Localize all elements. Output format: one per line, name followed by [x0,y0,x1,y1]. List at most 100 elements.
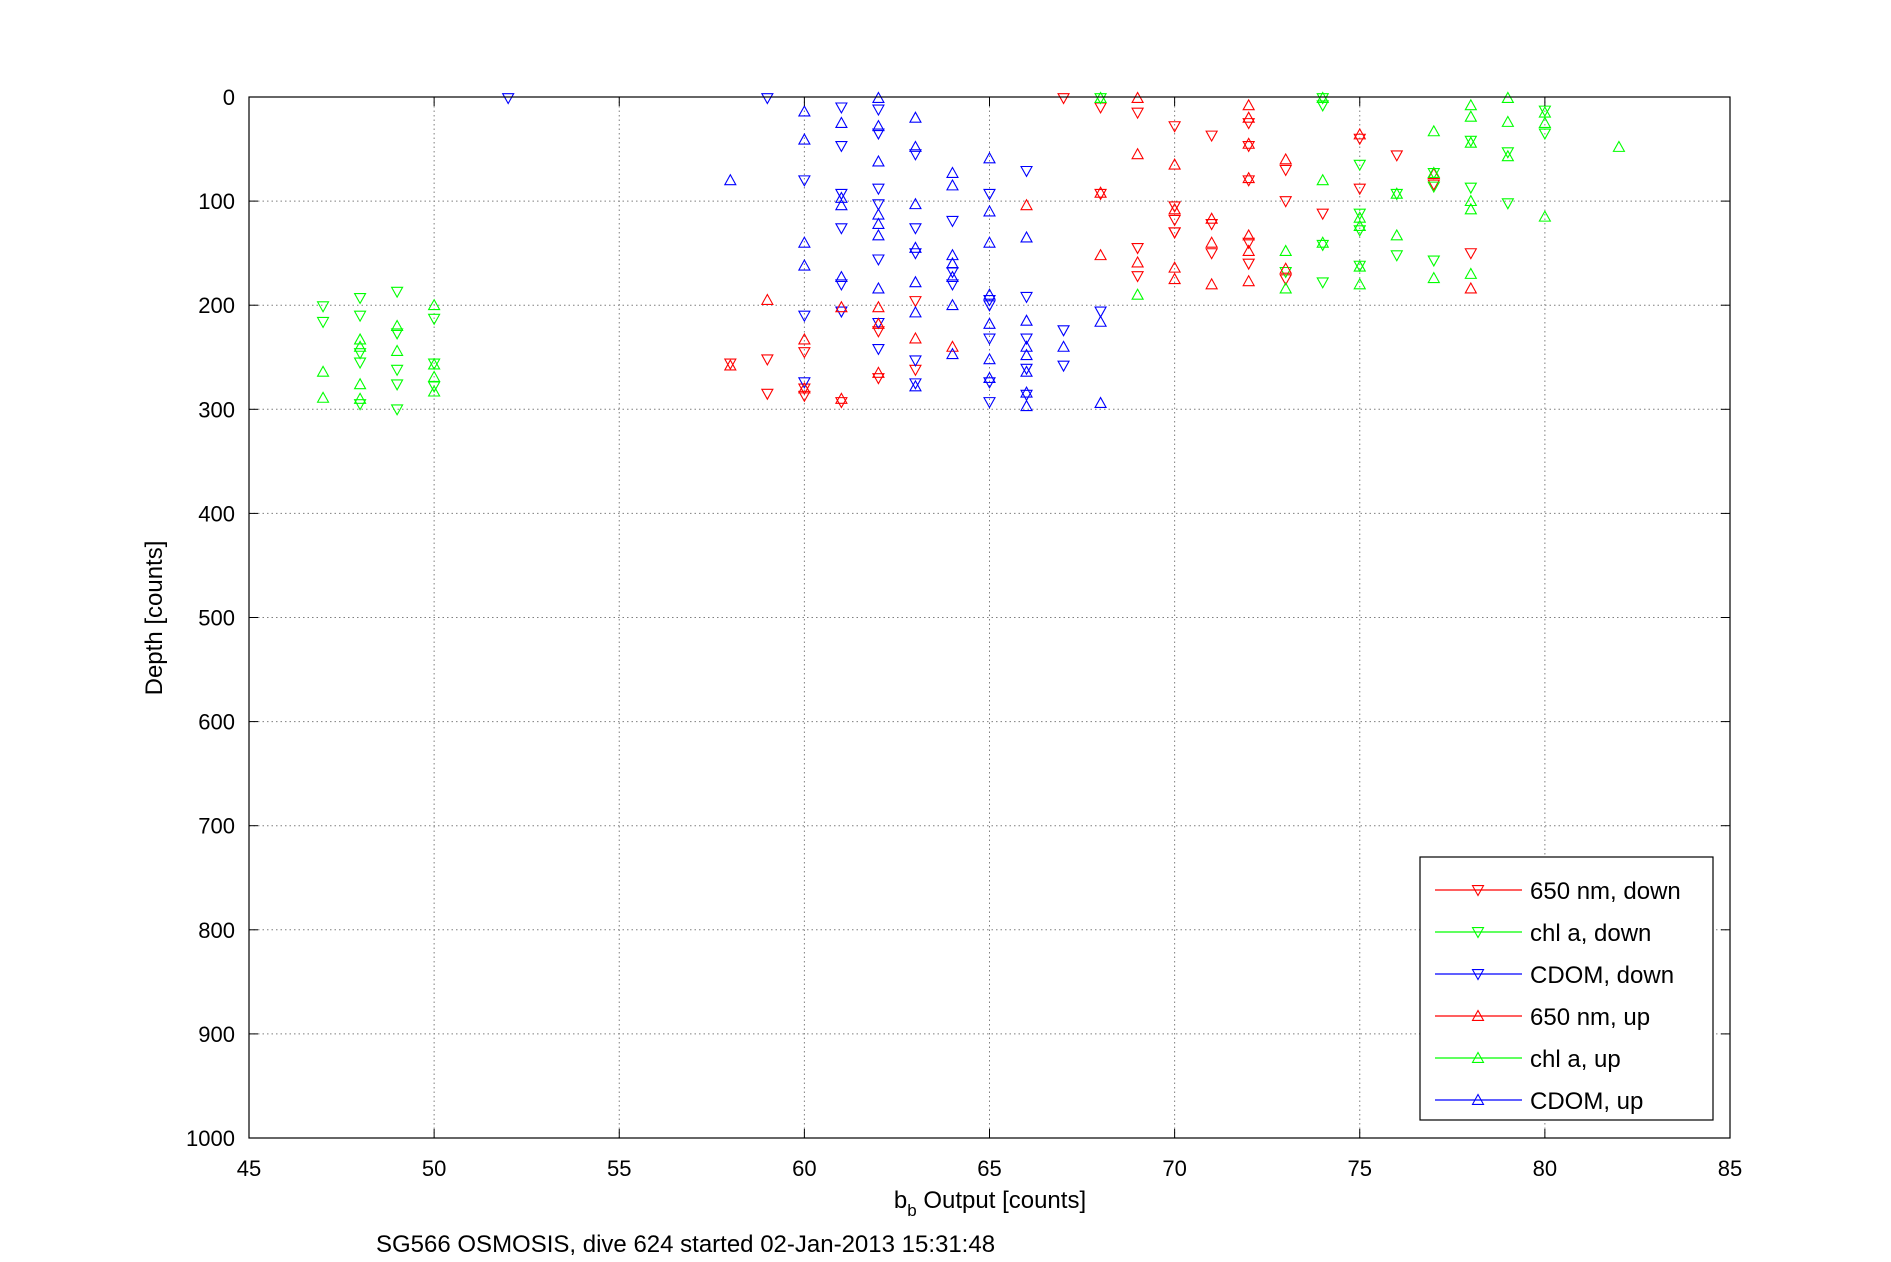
data-point [760,354,774,366]
y-tick-label: 0 [223,85,235,110]
data-point [427,381,441,394]
data-point [797,259,811,271]
data-point [983,397,996,409]
data-point [797,133,811,145]
data-point [316,391,330,403]
x-tick-label: 80 [1533,1156,1557,1181]
data-point [1020,230,1033,243]
data-point [946,270,959,283]
data-point [1279,281,1293,294]
data-point [1279,164,1293,177]
data-point [1390,250,1404,262]
data-point [909,355,922,368]
legend-marker [1471,885,1485,897]
data-point [760,388,774,401]
x-tick-label: 45 [237,1156,261,1181]
data-point [1242,98,1256,111]
data-point [1464,110,1478,122]
data-point [1242,111,1256,123]
data-point [1020,198,1033,211]
data-point [871,373,885,385]
y-tick-label: 200 [198,293,235,318]
legend-label: CDOM, down [1530,962,1674,989]
y-axis-label: Depth [counts] [141,541,168,696]
data-point [909,149,922,161]
data-point [871,366,885,378]
data-point [353,340,367,352]
data-point [1020,333,1033,346]
data-point [946,279,959,292]
y-tick-label: 1000 [186,1126,235,1151]
data-point [1094,315,1108,327]
data-point [946,340,959,352]
data-point [353,399,367,411]
data-points [316,91,1626,416]
data-point [760,293,774,305]
data-point [316,365,330,377]
data-point [1316,239,1330,252]
data-point [834,392,848,404]
data-point [1464,267,1478,279]
data-point [760,93,774,105]
data-point [1279,274,1293,286]
data-point [871,104,885,117]
x-tick-label: 85 [1718,1156,1742,1181]
data-point [1612,140,1626,152]
data-point [1131,288,1145,300]
y-tick-label: 600 [198,710,235,735]
data-point [1464,281,1478,294]
data-point [1057,93,1070,105]
data-point [834,223,848,235]
caption: SG566 OSMOSIS, dive 624 started 02-Jan-2… [376,1231,995,1258]
data-point [1094,186,1108,198]
y-tick-label: 500 [198,606,235,631]
data-point [1094,248,1108,261]
data-point [1464,98,1478,111]
data-point [1464,182,1478,195]
data-point [1094,188,1108,201]
series-4 [723,91,1478,404]
data-point [1279,266,1293,279]
legend-label: CDOM, up [1530,1088,1643,1115]
data-point [797,332,811,345]
data-point [1353,159,1367,172]
data-point [1538,210,1552,222]
data-point [1020,399,1033,412]
data-point [1131,107,1145,120]
data-point [316,301,330,313]
data-point [871,119,885,132]
data-point [723,358,737,371]
data-point [946,347,959,360]
data-point [909,248,922,260]
data-point [1501,147,1515,159]
data-point [1427,181,1441,194]
data-point [1242,171,1256,184]
data-point [1168,227,1182,239]
data-point [353,357,367,370]
data-point [1464,194,1478,207]
data-point [1242,118,1256,130]
data-point [834,191,848,203]
data-point [1316,100,1330,112]
y-tick-label: 700 [198,814,235,839]
data-point [1242,274,1256,287]
data-point [1538,128,1552,141]
data-point [834,140,848,153]
data-point [983,352,996,365]
data-point [1538,116,1552,128]
data-point [834,300,848,313]
data-point [427,370,441,382]
data-point [1279,244,1293,257]
data-point [1501,149,1515,162]
data-point [1131,242,1145,255]
data-point [1242,258,1256,271]
data-point [909,331,922,344]
data-point [1020,314,1033,326]
legend-marker [1471,1093,1485,1105]
legend-label: chl a, down [1530,920,1651,947]
data-point [1168,201,1182,213]
data-point [797,236,811,248]
data-point [909,275,922,288]
data-point [1316,277,1330,289]
